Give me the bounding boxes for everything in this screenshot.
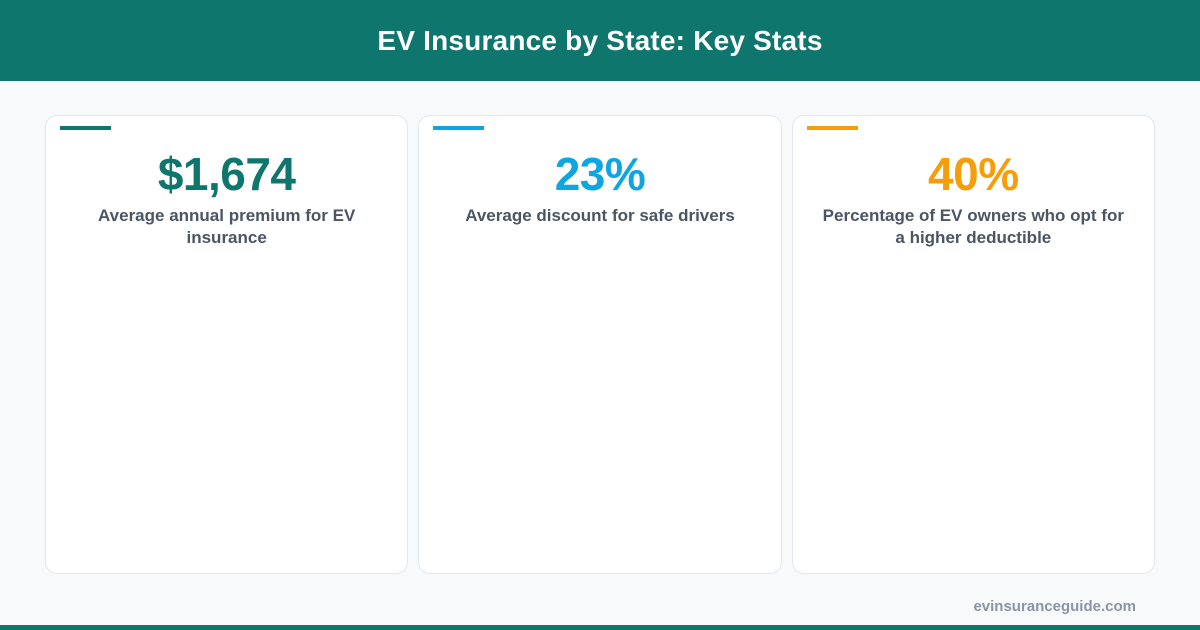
stat-value: 40%	[928, 148, 1019, 200]
footer-url: evinsuranceguide.com	[973, 598, 1136, 615]
accent-bar	[60, 126, 111, 130]
page-title: EV Insurance by State: Key Stats	[377, 24, 823, 56]
stat-card-premium: $1,674 Average annual premium for EV ins…	[45, 115, 409, 574]
stat-description: Average annual premium for EV insurance	[98, 206, 356, 247]
stat-description: Percentage of EV owners who opt for a hi…	[822, 206, 1124, 247]
stat-card-discount: 23% Average discount for safe drivers	[418, 115, 782, 574]
footer-bar	[0, 625, 1200, 630]
stats-cards: $1,674 Average annual premium for EV ins…	[45, 115, 1155, 576]
accent-bar	[806, 126, 858, 130]
stat-description: Average discount for safe drivers	[465, 206, 735, 225]
accent-bar	[433, 126, 485, 130]
header-banner: EV Insurance by State: Key Stats	[0, 0, 1200, 81]
stat-card-deductible: 40% Percentage of EV owners who opt for …	[791, 115, 1155, 574]
stat-value: $1,674	[157, 148, 296, 200]
stat-value: 23%	[554, 148, 646, 200]
